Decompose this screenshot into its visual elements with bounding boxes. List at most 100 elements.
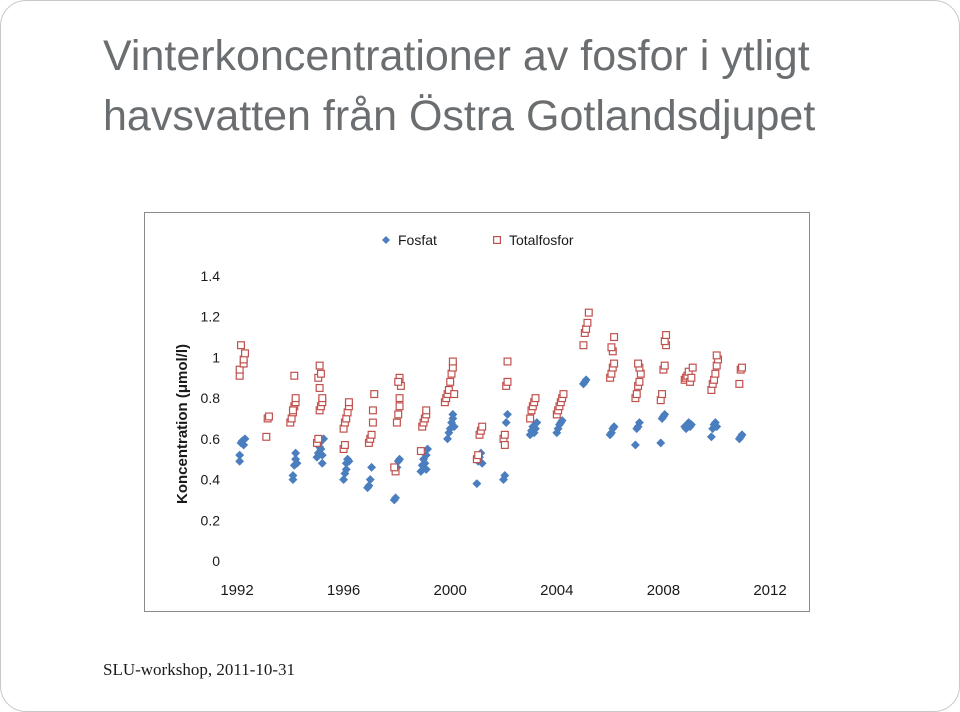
- slide-title-line-2: havsvatten från Östra Gotlandsdjupet: [103, 92, 816, 140]
- fosfat-point: [656, 438, 666, 448]
- fosfat-point: [235, 450, 245, 460]
- totalfosfor-point: [662, 331, 671, 340]
- totalfosfor-point: [712, 351, 721, 360]
- fosfat-point: [288, 470, 298, 481]
- totalfosfor-point: [395, 402, 404, 411]
- fosfat-point: [240, 434, 250, 444]
- fosfat-point: [339, 475, 349, 485]
- y-tick-label: 0.4: [201, 472, 221, 488]
- totalfosfor-point: [264, 412, 273, 421]
- totalfosfor-point: [583, 318, 592, 327]
- fosfat-point: [500, 470, 510, 481]
- totalfosfor-point: [579, 341, 588, 350]
- fosfat-point: [364, 481, 374, 491]
- y-tick-label: 1.4: [201, 268, 221, 284]
- fosfat-point: [235, 456, 245, 466]
- fosfat-point: [634, 418, 644, 428]
- x-tick-label: 1996: [327, 582, 360, 599]
- y-tick-label: 1: [212, 349, 220, 365]
- y-axis-title: Koncentration (μmol/l): [174, 344, 191, 504]
- totalfosfor-point: [688, 363, 697, 372]
- totalfosfor-point: [288, 406, 297, 415]
- x-tick-label: 2008: [647, 582, 680, 599]
- totalfosfor-point: [610, 333, 619, 342]
- totalfosfor-point: [392, 418, 401, 427]
- fosfat-point: [557, 415, 567, 426]
- totalfosfor-point: [340, 440, 349, 449]
- totalfosfor-point: [610, 359, 619, 368]
- fosfat-point: [448, 409, 458, 419]
- series-fosfat: [235, 375, 747, 505]
- totalfosfor-point: [635, 377, 644, 386]
- totalfosfor-point: [344, 398, 353, 407]
- totalfosfor-point: [584, 308, 593, 317]
- chart-area: [144, 212, 810, 612]
- totalfosfor-point: [500, 430, 509, 439]
- totalfosfor-point: [318, 394, 327, 403]
- fosfat-point: [609, 422, 619, 432]
- fosfat-point: [344, 456, 354, 466]
- totalfosfor-point: [607, 343, 616, 352]
- totalfosfor-point: [291, 394, 300, 403]
- slide-title-line-1: Vinterkoncentrationer av fosfor i ytligt: [103, 32, 810, 80]
- chart-legend: Fosfat Totalfosfor: [382, 232, 574, 248]
- legend-label: Totalfosfor: [509, 232, 574, 248]
- y-tick-label: 0: [212, 553, 220, 569]
- legend-item-fosfat: Fosfat: [382, 232, 437, 248]
- totalfosfor-point: [531, 394, 540, 403]
- legend-label: Fosfat: [398, 232, 437, 248]
- fosfat-point: [292, 458, 302, 468]
- totalfosfor-point: [314, 434, 323, 443]
- totalfosfor-point: [446, 377, 455, 386]
- totalfosfor-point: [503, 357, 512, 366]
- fosfat-point: [502, 409, 513, 419]
- fosfat-point: [239, 440, 249, 450]
- totalfosfor-point: [448, 357, 457, 366]
- fosfat-point: [421, 464, 431, 474]
- fosfat-point: [660, 409, 670, 419]
- y-tick-label: 0.6: [201, 431, 221, 447]
- fosfat-point: [291, 448, 301, 458]
- fosfat-point: [630, 440, 640, 450]
- totalfosfor-point: [687, 373, 696, 382]
- totalfosfor-point: [634, 359, 643, 368]
- y-tick-label: 0.2: [201, 512, 221, 528]
- fosfat-point: [712, 422, 722, 432]
- totalfosfor-point: [478, 422, 487, 431]
- fosfat-point: [365, 475, 375, 485]
- totalfosfor-point: [316, 369, 325, 378]
- footer-text: SLU-workshop, 2011-10-31: [103, 660, 296, 679]
- legend-marker: [382, 236, 390, 244]
- fosfat-point: [686, 420, 696, 430]
- x-axis: 1992 1996 2000 2004 2008 2012: [220, 582, 786, 599]
- y-tick-label: 0.8: [201, 390, 221, 406]
- fosfat-point: [367, 462, 377, 472]
- y-tick-label: 1.2: [201, 309, 221, 325]
- totalfosfor-point: [416, 447, 425, 456]
- x-tick-label: 2004: [540, 582, 573, 599]
- x-tick-label: 2000: [434, 582, 467, 599]
- totalfosfor-point: [395, 394, 404, 403]
- totalfosfor-point: [367, 430, 376, 439]
- totalfosfor-point: [660, 361, 669, 370]
- totalfosfor-point: [526, 414, 535, 423]
- totalfosfor-point: [394, 410, 403, 419]
- fosfat-point: [530, 424, 541, 434]
- totalfosfor-point: [390, 463, 399, 472]
- totalfosfor-point: [290, 371, 299, 380]
- series-totalfosfor: [235, 308, 747, 476]
- totalfosfor-point: [559, 390, 568, 399]
- x-tick-label: 1992: [220, 582, 253, 599]
- totalfosfor-point: [444, 386, 453, 395]
- totalfosfor-point: [262, 432, 271, 441]
- totalfosfor-point: [738, 363, 747, 372]
- fosfat-point: [395, 454, 405, 464]
- totalfosfor-point: [735, 379, 744, 388]
- fosfat-point: [737, 430, 747, 440]
- fosfat-point: [442, 434, 453, 444]
- totalfosfor-point: [394, 377, 403, 386]
- totalfosfor-point: [368, 406, 377, 415]
- totalfosfor-point: [711, 369, 720, 378]
- fosfat-point: [472, 479, 482, 489]
